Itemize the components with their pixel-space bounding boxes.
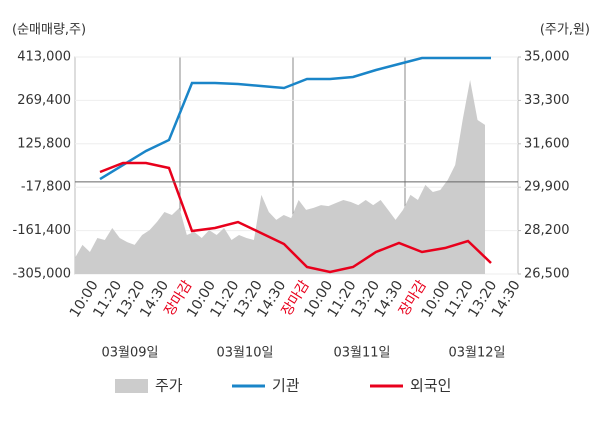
y-tick-label: 125,800	[17, 136, 71, 151]
y2-tick-label: 28,200	[524, 223, 570, 238]
legend-label: 주가	[155, 377, 183, 395]
y2-tick-label: 33,300	[524, 93, 570, 108]
y-tick-label: 269,400	[17, 93, 71, 108]
legend-label: 외국인	[410, 377, 451, 395]
series-line	[99, 56, 491, 181]
y-axis-label: (순매매량,주)	[12, 23, 86, 38]
y-tick-label: 413,000	[17, 50, 71, 65]
y-tick-label: -305,000	[13, 267, 71, 282]
legend-swatch	[115, 379, 148, 393]
y2-tick-label: 35,000	[524, 50, 570, 65]
y2-tick-label: 26,500	[524, 267, 570, 282]
y-tick-label: -17,800	[21, 180, 71, 195]
series-line	[99, 161, 492, 274]
x-group-label: 03월09일	[101, 346, 158, 361]
x-group-label: 03월11일	[333, 346, 390, 361]
y2-axis-label: (주가,원)	[540, 23, 590, 38]
y2-tick-label: 31,600	[524, 136, 570, 151]
x-group-label: 03월10일	[216, 346, 273, 361]
x-group-label: 03월12일	[448, 346, 505, 361]
legend-label: 기관	[272, 377, 300, 395]
y-tick-label: -161,400	[13, 223, 71, 238]
price-area	[75, 79, 485, 274]
y2-tick-label: 29,900	[524, 180, 570, 195]
